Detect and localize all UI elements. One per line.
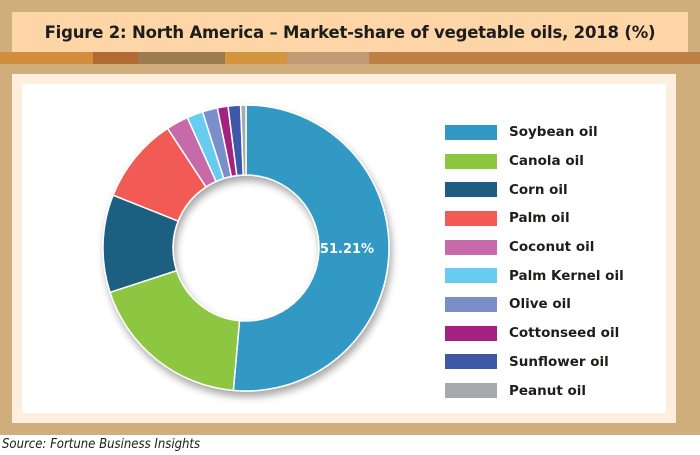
- legend-swatch: [445, 210, 497, 226]
- legend-swatch: [445, 354, 497, 370]
- legend-label: Canola oil: [509, 153, 584, 170]
- legend-item: Palm oil: [445, 204, 624, 233]
- legend-item: Olive oil: [445, 290, 624, 319]
- donut-slices: [102, 104, 390, 392]
- legend-item: Canola oil: [445, 147, 624, 176]
- legend-swatch: [445, 182, 497, 198]
- legend-label: Palm oil: [509, 210, 570, 227]
- legend-label: Sunflower oil: [509, 353, 609, 370]
- legend-swatch: [445, 325, 497, 341]
- legend-label: Cottonseed oil: [509, 325, 620, 342]
- donut-chart: 51.21%: [102, 104, 390, 392]
- soybean-percentage-label: 51.21%: [320, 242, 374, 257]
- legend-label: Peanut oil: [509, 382, 587, 399]
- stripe-segment: [138, 52, 225, 64]
- legend-item: Corn oil: [445, 175, 624, 204]
- legend-label: Coconut oil: [509, 239, 595, 256]
- slice-soybean-oil: [232, 104, 390, 392]
- legend-item: Cottonseed oil: [445, 319, 624, 348]
- source-note: Source: Fortune Business Insights: [2, 437, 201, 452]
- slice-peanut-oil: [239, 104, 247, 176]
- legend-label: Palm Kernel oil: [509, 267, 624, 284]
- stripe-segment: [287, 52, 369, 64]
- legend-label: Corn oil: [509, 181, 568, 198]
- slice-canola-oil: [109, 269, 241, 392]
- legend-swatch: [445, 153, 497, 169]
- chart-title: Figure 2: North America – Market-share o…: [44, 22, 656, 42]
- stripe-segment: [93, 52, 138, 64]
- legend-swatch: [445, 239, 497, 255]
- chart-frame: Figure 2: North America – Market-share o…: [0, 0, 700, 435]
- decorative-stripe-bar: [0, 52, 700, 64]
- legend-item: Coconut oil: [445, 233, 624, 262]
- stripe-segment: [369, 52, 700, 64]
- legend-swatch: [445, 268, 497, 284]
- legend-item: Peanut oil: [445, 376, 624, 405]
- legend-swatch: [445, 383, 497, 399]
- stripe-segment: [0, 52, 93, 64]
- legend-swatch: [445, 124, 497, 140]
- legend-item: Soybean oil: [445, 118, 624, 147]
- legend-label: Olive oil: [509, 296, 571, 313]
- legend-item: Sunflower oil: [445, 348, 624, 377]
- legend-swatch: [445, 296, 497, 312]
- legend-item: Palm Kernel oil: [445, 261, 624, 290]
- legend-label: Soybean oil: [509, 124, 598, 141]
- title-bar: Figure 2: North America – Market-share o…: [12, 12, 688, 52]
- chart-legend: Soybean oil Canola oil Corn oil Palm oil Coc…: [445, 118, 624, 405]
- stripe-segment: [225, 52, 287, 64]
